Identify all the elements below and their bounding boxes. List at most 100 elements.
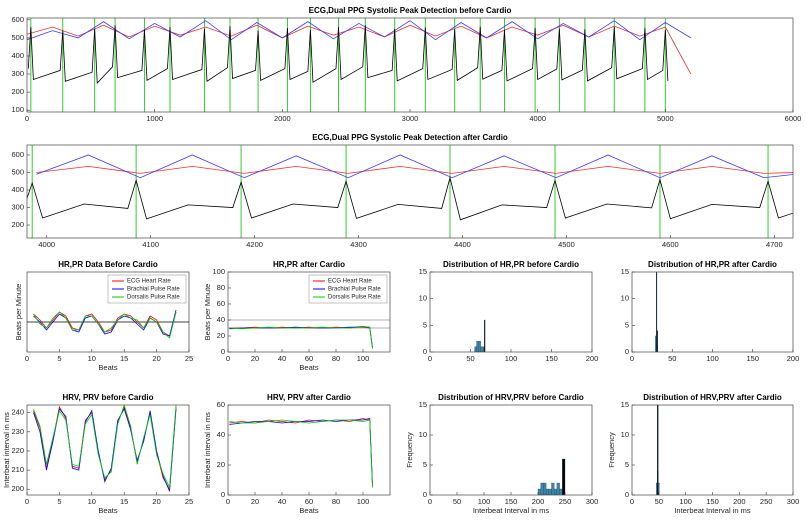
x-tick-label: 40 — [278, 354, 286, 363]
x-tick-label: 4500 — [558, 240, 575, 249]
x-tick-label: 5000 — [657, 114, 674, 123]
histogram-bar — [543, 482, 547, 495]
axes-frame — [631, 404, 794, 496]
histogram-bar — [556, 482, 560, 495]
histogram-bar — [545, 488, 549, 495]
y-tick-label: 300 — [11, 203, 24, 212]
y-axis-label: Frequency — [405, 432, 414, 468]
chart-title: Distribution of HR,PR after Cardio — [648, 260, 777, 269]
x-axis-label: Beats — [98, 506, 117, 515]
x-tick-label: 15 — [120, 497, 128, 506]
plot-area — [430, 272, 592, 352]
y-tick-label: 100 — [11, 105, 24, 114]
y-tick-label: 0 — [625, 347, 629, 356]
y-axis-label: Frequency — [607, 432, 616, 468]
legend-label: Dorsalis Pulse Rate — [328, 295, 381, 301]
y-tick-label: 60 — [217, 299, 225, 308]
histogram-bar — [540, 482, 544, 495]
x-tick-label: 300 — [787, 497, 800, 506]
x-axis-label: Beats — [98, 363, 117, 372]
legend-label: Brachial Pulse Rate — [328, 287, 381, 293]
y-tick-label: 5 — [625, 320, 629, 329]
histogram-bar — [476, 341, 479, 352]
chart-title: HR,PR Data Before Cardio — [58, 260, 158, 269]
x-tick-label: 10 — [88, 497, 96, 506]
x-tick-label: 60 — [305, 497, 313, 506]
legend-label: ECG Heart Rate — [127, 279, 171, 285]
plot-area — [430, 405, 592, 495]
chart-title: HRV, PRV after Cardio — [267, 393, 351, 402]
plot-area — [27, 405, 189, 495]
plot-layer — [27, 309, 189, 339]
chart-title: Distribution of HRV,PRV before Cardio — [438, 393, 584, 402]
y-tick-label: 40 — [217, 430, 225, 439]
series-line — [27, 25, 669, 85]
series-line — [229, 326, 373, 349]
y-tick-label: 0 — [423, 347, 427, 356]
x-tick-label: 4000 — [529, 114, 546, 123]
x-tick-label: 20 — [251, 497, 259, 506]
x-tick-label: 20 — [251, 354, 259, 363]
y-tick-label: 5 — [423, 320, 427, 329]
x-axis-label: Interbeat Interval in ms — [473, 506, 550, 515]
y-tick-label: 5 — [423, 460, 427, 469]
y-tick-label: 60 — [217, 400, 225, 409]
x-tick-label: 0 — [25, 114, 29, 123]
x-tick-label: 5 — [57, 497, 61, 506]
x-tick-label: 80 — [332, 354, 340, 363]
series-line — [229, 418, 373, 485]
plot-layer — [655, 272, 658, 352]
y-tick-label: 230 — [11, 427, 24, 436]
y-tick-label: 210 — [11, 465, 24, 474]
plot-layer — [474, 319, 486, 352]
x-tick-label: 0 — [25, 354, 29, 363]
series-line — [229, 419, 373, 488]
y-tick-label: 10 — [419, 430, 427, 439]
x-tick-label: 150 — [505, 497, 518, 506]
histogram-bar — [548, 488, 552, 495]
x-tick-label: 250 — [760, 497, 773, 506]
x-tick-label: 0 — [226, 354, 230, 363]
chart-title: HRV, PRV before Cardio — [63, 393, 154, 402]
series-line — [33, 311, 177, 339]
axes-frame — [631, 271, 794, 353]
histogram-bar — [484, 319, 486, 352]
y-tick-label: 10 — [621, 294, 629, 303]
x-tick-label: 150 — [706, 497, 719, 506]
series-line — [33, 405, 177, 489]
x-tick-label: 4200 — [246, 240, 263, 249]
axes-frame — [227, 271, 391, 353]
axes-frame — [26, 144, 794, 239]
x-tick-label: 15 — [120, 354, 128, 363]
y-tick-label: 240 — [11, 408, 24, 417]
plot-layer — [229, 418, 373, 488]
histogram-bar — [480, 346, 483, 352]
y-axis-label: Beats per Minute — [14, 284, 23, 341]
chart-title: ECG,Dual PPG Systolic Peak Detection bef… — [309, 6, 512, 15]
y-tick-label: 15 — [419, 400, 427, 409]
x-tick-label: 100 — [357, 497, 370, 506]
x-tick-label: 0 — [428, 497, 432, 506]
histogram-bar — [478, 341, 481, 352]
y-tick-label: 0 — [221, 490, 225, 499]
y-tick-label: 500 — [11, 33, 24, 42]
x-axis-label: Beats — [299, 506, 318, 515]
x-tick-label: 40 — [278, 497, 286, 506]
legend-label: Dorsalis Pulse Rate — [127, 295, 180, 301]
plot-area — [632, 405, 793, 495]
series-line — [27, 176, 793, 221]
y-axis-label: Interbeat interval in ms — [203, 412, 212, 488]
x-tick-label: 4700 — [766, 240, 783, 249]
chart-title: Distribution of HRV,PRV after Cardio — [643, 393, 782, 402]
y-tick-label: 10 — [419, 294, 427, 303]
x-tick-label: 25 — [185, 354, 193, 363]
plot-layer — [228, 319, 390, 349]
series-line — [27, 20, 692, 41]
x-tick-label: 1000 — [146, 114, 163, 123]
x-tick-label: 0 — [630, 354, 634, 363]
y-tick-label: 300 — [11, 69, 24, 78]
y-tick-label: 0 — [423, 490, 427, 499]
x-tick-label: 150 — [545, 354, 558, 363]
histogram-bar — [656, 482, 658, 495]
